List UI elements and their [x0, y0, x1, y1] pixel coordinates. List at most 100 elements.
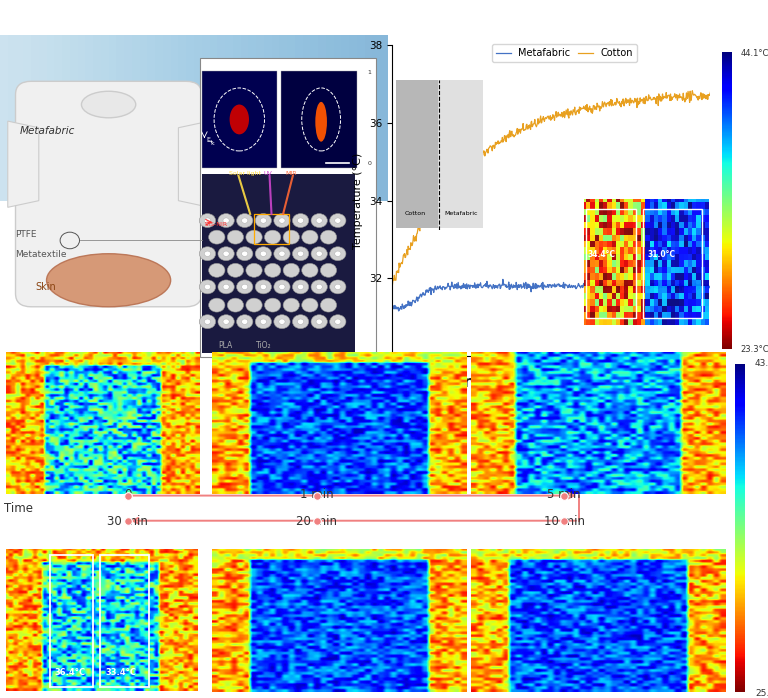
Circle shape — [223, 284, 229, 290]
Circle shape — [237, 280, 253, 294]
Text: k: k — [210, 141, 214, 146]
Circle shape — [283, 298, 300, 312]
Text: 23.3°C: 23.3°C — [741, 346, 768, 354]
Circle shape — [204, 251, 210, 256]
Text: 33.4°C: 33.4°C — [105, 668, 137, 677]
Bar — [281, 71, 357, 168]
Circle shape — [218, 247, 234, 260]
Metafabric — [444, 282, 453, 290]
Circle shape — [255, 247, 272, 260]
Text: UV: UV — [263, 171, 273, 176]
Bar — [202, 71, 277, 168]
Circle shape — [320, 298, 336, 312]
X-axis label: Time (hr): Time (hr) — [524, 381, 578, 394]
Circle shape — [274, 214, 290, 228]
Text: Metatextile: Metatextile — [15, 250, 67, 259]
Circle shape — [283, 230, 300, 244]
Bar — [643, 209, 702, 318]
Cotton — [687, 87, 697, 95]
Text: 34.4°C: 34.4°C — [588, 250, 616, 259]
Bar — [202, 174, 355, 353]
Circle shape — [237, 315, 253, 329]
Circle shape — [293, 280, 309, 294]
Circle shape — [227, 230, 243, 244]
Text: MIR: MIR — [285, 171, 296, 176]
Cotton — [444, 179, 453, 187]
Metafabric — [469, 283, 478, 292]
Circle shape — [246, 263, 262, 277]
Circle shape — [329, 214, 346, 228]
Text: E: E — [207, 137, 210, 142]
Bar — [200, 58, 376, 357]
Bar — [101, 555, 149, 687]
Metafabric — [532, 282, 541, 290]
Cotton — [627, 96, 637, 105]
Circle shape — [329, 280, 346, 294]
Circle shape — [335, 284, 341, 290]
Circle shape — [200, 315, 216, 329]
Text: 20 min: 20 min — [296, 515, 337, 528]
Bar — [586, 209, 637, 318]
Circle shape — [242, 319, 248, 325]
Circle shape — [264, 263, 281, 277]
Text: 31.0°C: 31.0°C — [647, 250, 675, 259]
Text: →: → — [207, 140, 213, 145]
Circle shape — [264, 298, 281, 312]
Circle shape — [279, 251, 285, 256]
Circle shape — [237, 247, 253, 260]
Circle shape — [274, 247, 290, 260]
Text: TiO₂: TiO₂ — [306, 61, 321, 68]
Circle shape — [316, 319, 323, 325]
Cotton — [575, 106, 584, 114]
Circle shape — [316, 251, 323, 256]
Metafabric — [394, 306, 403, 315]
Y-axis label: Temperature (°C): Temperature (°C) — [353, 153, 363, 248]
Cotton — [601, 99, 610, 107]
Circle shape — [335, 251, 341, 256]
Text: Metafabric: Metafabric — [19, 126, 74, 136]
Circle shape — [260, 218, 266, 223]
Circle shape — [297, 284, 303, 290]
Circle shape — [279, 218, 285, 223]
Text: TiO₂: TiO₂ — [256, 341, 272, 350]
Circle shape — [335, 218, 341, 223]
Circle shape — [209, 263, 225, 277]
Circle shape — [246, 230, 262, 244]
Circle shape — [255, 315, 272, 329]
Text: Undressed: Undressed — [58, 375, 148, 389]
Circle shape — [204, 284, 210, 290]
Metafabric — [601, 282, 611, 290]
Metafabric — [706, 281, 715, 290]
Circle shape — [297, 218, 303, 223]
Circle shape — [260, 319, 266, 325]
Metafabric — [387, 304, 396, 312]
Circle shape — [242, 218, 248, 223]
Text: Time: Time — [4, 502, 33, 514]
Metafabric — [498, 275, 508, 283]
Circle shape — [255, 214, 272, 228]
Circle shape — [209, 298, 225, 312]
Line: Cotton: Cotton — [392, 91, 710, 287]
Circle shape — [260, 284, 266, 290]
Circle shape — [283, 263, 300, 277]
Circle shape — [320, 230, 336, 244]
Metafabric — [628, 281, 637, 290]
Circle shape — [255, 280, 272, 294]
Circle shape — [316, 218, 323, 223]
Circle shape — [302, 263, 318, 277]
Text: 0: 0 — [124, 488, 131, 501]
Circle shape — [204, 218, 210, 223]
Text: Skin: Skin — [35, 282, 55, 292]
Cotton — [388, 283, 397, 291]
Circle shape — [200, 214, 216, 228]
Text: 36.4°C: 36.4°C — [55, 668, 86, 677]
Text: VIS-NIR: VIS-NIR — [205, 221, 228, 227]
Cotton — [387, 280, 396, 288]
Circle shape — [311, 214, 327, 228]
Polygon shape — [8, 121, 38, 207]
Text: 0: 0 — [368, 161, 372, 166]
Circle shape — [223, 251, 229, 256]
Text: Metafabric: Metafabric — [444, 211, 478, 216]
Circle shape — [274, 280, 290, 294]
Text: PTFE: PTFE — [225, 61, 242, 68]
